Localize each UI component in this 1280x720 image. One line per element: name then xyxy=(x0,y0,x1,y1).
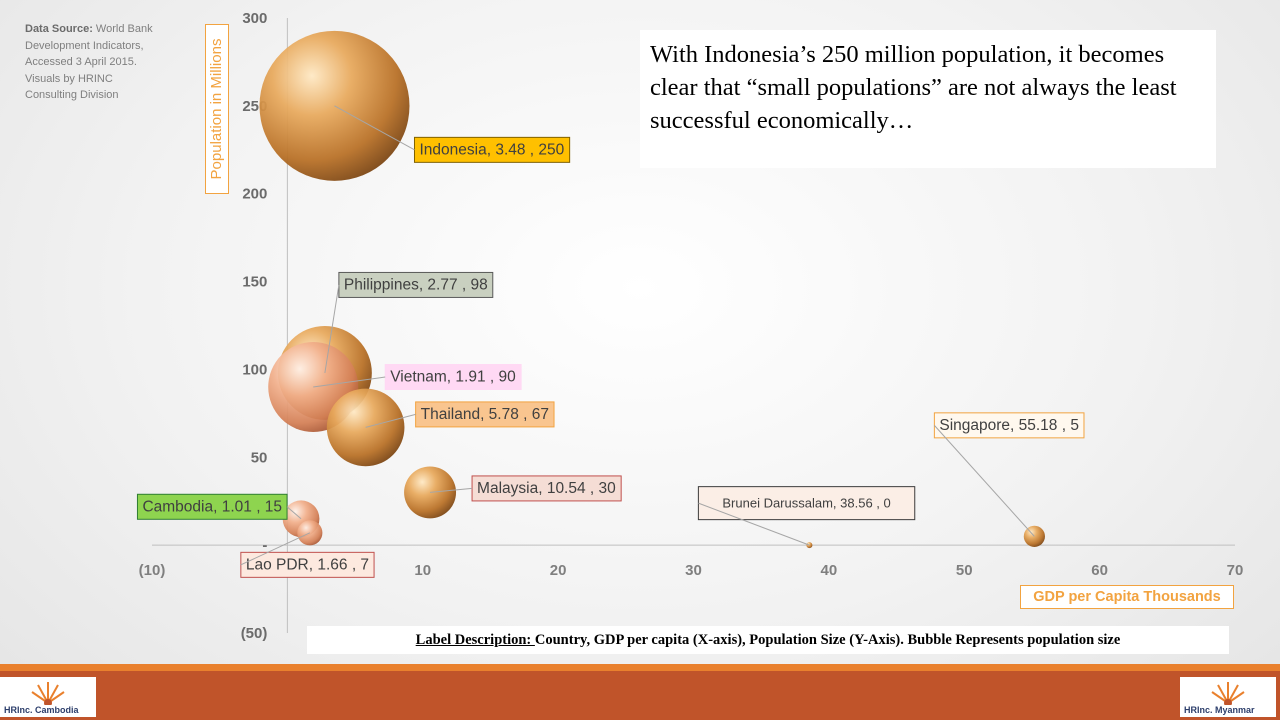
data-label-text: Indonesia, 3.48 , 250 xyxy=(419,141,564,158)
data-label-vietnam: Vietnam, 1.91 , 90 xyxy=(313,364,522,390)
callout-text: With Indonesia’s 250 million population,… xyxy=(640,30,1216,168)
data-label-text: Brunei Darussalam, 38.56 , 0 xyxy=(722,496,890,511)
y-tick-label: - xyxy=(262,537,267,554)
y-tick-label: 150 xyxy=(242,274,267,291)
x-tick-label: 10 xyxy=(414,562,431,579)
leader-line xyxy=(286,506,302,520)
hrinc-cambodia-logo: HRInc. Cambodia xyxy=(0,677,96,717)
data-source-text: World Bank Development Indicators, Acces… xyxy=(25,23,153,101)
data-label-text: Vietnam, 1.91 , 90 xyxy=(390,369,516,386)
data-label-box xyxy=(338,271,494,298)
data-label-lao-pdr: Lao PDR, 1.66 , 7 xyxy=(240,532,375,578)
data-label-text: Singapore, 55.18 , 5 xyxy=(939,417,1079,434)
x-axis-title: GDP per Capita Thousands xyxy=(1020,585,1234,609)
x-tick-label: 40 xyxy=(821,562,838,579)
y-tick-label: 100 xyxy=(242,361,267,378)
data-label-malaysia: Malaysia, 10.54 , 30 xyxy=(430,475,622,502)
data-label-box xyxy=(471,475,622,502)
data-label-philippines: Philippines, 2.77 , 98 xyxy=(324,271,494,374)
label-description: Label Description: Country, GDP per capi… xyxy=(307,626,1229,654)
data-label-box xyxy=(933,412,1085,439)
data-label-box xyxy=(136,493,288,520)
y-tick-label: 200 xyxy=(242,186,267,203)
data-source-label: Data Source: xyxy=(25,23,93,35)
data-label-singapore: Singapore, 55.18 , 5 xyxy=(933,412,1085,537)
data-label-brunei-darussalam: Brunei Darussalam, 38.56 , 0 xyxy=(697,486,916,546)
data-label-text: Cambodia, 1.01 , 15 xyxy=(142,498,282,515)
data-label-text: Lao PDR, 1.66 , 7 xyxy=(246,556,369,573)
x-tick-label: 50 xyxy=(956,562,973,579)
logo-right-text: HRInc. Myanmar xyxy=(1184,705,1255,715)
x-tick-label: 30 xyxy=(685,562,702,579)
y-axis-title: Population in Millions xyxy=(205,24,229,194)
data-label-text: Philippines, 2.77 , 98 xyxy=(344,276,488,293)
hrinc-myanmar-logo: HRInc. Myanmar xyxy=(1180,677,1276,717)
x-tick-label: 70 xyxy=(1227,562,1244,579)
data-label-text: Malaysia, 10.54 , 30 xyxy=(477,480,616,497)
data-label-box xyxy=(384,364,522,390)
leader-line xyxy=(313,376,386,388)
x-tick-label: 20 xyxy=(550,562,567,579)
data-label-text: Thailand, 5.78 , 67 xyxy=(421,406,549,423)
footer-accent-line xyxy=(0,664,1280,671)
data-label-thailand: Thailand, 5.78 , 67 xyxy=(365,401,555,428)
label-description-label: Label Description: xyxy=(415,632,535,648)
leader-line xyxy=(430,487,473,493)
sunburst-icon xyxy=(31,682,65,705)
leader-line xyxy=(365,413,416,428)
leader-line xyxy=(934,425,1035,537)
footer-bar xyxy=(0,671,1280,720)
leader-line xyxy=(324,284,340,374)
logo-left-text: HRInc. Cambodia xyxy=(4,705,79,715)
label-description-text: Country, GDP per capita (X-axis), Popula… xyxy=(534,632,1121,648)
leader-line xyxy=(698,502,810,546)
data-label-box xyxy=(415,401,555,428)
leader-line xyxy=(240,532,311,566)
data-label-box xyxy=(413,136,571,163)
sunburst-icon xyxy=(1211,682,1245,705)
y-tick-label: 300 xyxy=(242,10,267,27)
x-tick-label: 60 xyxy=(1091,562,1108,579)
y-tick-label: (50) xyxy=(241,625,268,642)
bubble-lao-pdr xyxy=(297,520,323,546)
x-tick-label: (10) xyxy=(139,562,166,579)
leader-line xyxy=(334,105,415,151)
data-label-indonesia: Indonesia, 3.48 , 250 xyxy=(334,105,571,163)
y-tick-label: 50 xyxy=(251,449,268,466)
data-label-cambodia: Cambodia, 1.01 , 15 xyxy=(136,493,302,520)
data-source-note: Data Source: World Bank Development Indi… xyxy=(25,21,160,104)
data-label-box xyxy=(697,486,916,521)
